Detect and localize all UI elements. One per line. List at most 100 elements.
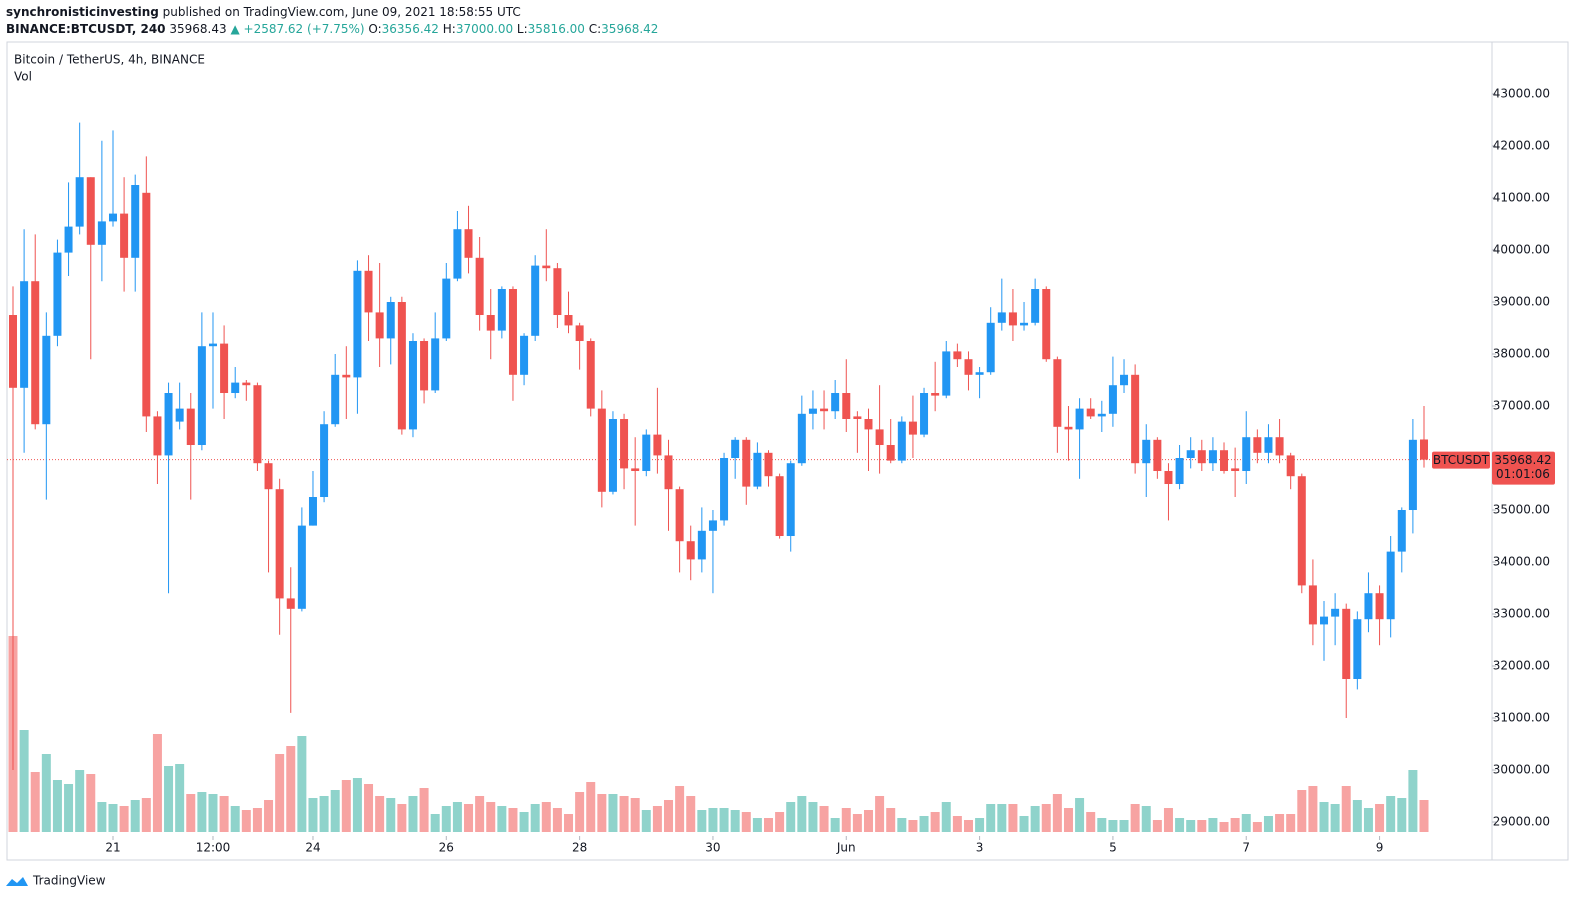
volume-bar: [930, 812, 940, 832]
candle-body: [231, 382, 240, 394]
y-tick-label: 32000.00: [1493, 659, 1550, 673]
candle-body: [1420, 439, 1429, 460]
volume-bar: [1397, 798, 1407, 832]
change: ▲ +2587.62 (+7.75%): [230, 22, 365, 36]
candle-body: [1042, 289, 1051, 360]
volume-bar: [241, 810, 251, 832]
candle-body: [408, 341, 417, 430]
countdown-label: 01:01:06: [1496, 467, 1550, 481]
candle-body: [1286, 455, 1295, 477]
candle-body: [820, 408, 829, 412]
candle-body: [1331, 608, 1340, 617]
ohlc-key: C:: [588, 22, 602, 36]
candle-body: [1253, 437, 1262, 453]
candle-body: [1186, 450, 1195, 459]
y-tick-label: 37000.00: [1493, 399, 1550, 413]
candle-body: [375, 312, 384, 339]
volume-bar: [352, 778, 362, 832]
candle-body: [664, 455, 673, 490]
volume-bar: [1308, 786, 1318, 832]
candle-body: [575, 325, 584, 342]
candle-body: [1320, 616, 1329, 625]
volume-bar: [852, 814, 862, 832]
volume-bar: [19, 730, 29, 832]
volume-bar: [675, 786, 685, 832]
candle-body: [831, 393, 840, 412]
candle-body: [64, 226, 73, 253]
volume-bar: [164, 766, 174, 832]
volume-bar: [730, 810, 740, 832]
volume-bar: [897, 818, 907, 832]
volume-bar: [1419, 800, 1429, 832]
candle-body: [1386, 551, 1395, 620]
volume-bar: [508, 808, 518, 832]
candle-body: [697, 530, 706, 560]
x-tick-label: 7: [1242, 841, 1250, 855]
volume-bar: [519, 812, 529, 832]
candle-body: [942, 351, 951, 396]
volume-bar: [786, 802, 796, 832]
volume-bar: [1086, 812, 1096, 832]
volume-bar: [1297, 790, 1307, 832]
ohlc-key: H:: [442, 22, 456, 36]
volume-bar: [963, 820, 973, 832]
volume-bar: [908, 820, 918, 832]
candle-body: [431, 338, 440, 391]
candle-body: [986, 322, 995, 373]
volume-bar: [752, 818, 762, 832]
candle-body: [808, 408, 817, 414]
volume-bar: [252, 808, 262, 832]
y-tick-label: 41000.00: [1493, 191, 1550, 205]
volume-bar: [941, 802, 951, 832]
volume-bar: [64, 784, 74, 832]
candle-body: [1108, 385, 1117, 414]
ohlc-key: L:: [516, 22, 528, 36]
x-tick-label: 9: [1376, 841, 1384, 855]
volume-bar: [1219, 822, 1229, 832]
symbol-tag-label: BTCUSDT: [1433, 453, 1490, 467]
candle-body: [508, 289, 517, 375]
volume-bar: [297, 736, 307, 832]
volume-bar: [119, 806, 129, 832]
candle-body: [708, 520, 717, 531]
candle-body: [197, 346, 206, 446]
volume-bar: [52, 780, 62, 832]
candle-body: [631, 468, 640, 472]
candle-body: [31, 281, 40, 425]
candle-body: [1308, 585, 1317, 625]
volume-bar: [308, 798, 318, 832]
author: synchronisticinvesting: [6, 5, 159, 19]
candle-body: [353, 270, 362, 378]
volume-bar: [808, 802, 818, 832]
candle-body: [308, 497, 317, 526]
volume-bar: [1075, 798, 1085, 832]
publish-line: synchronisticinvesting published on Trad…: [6, 5, 521, 19]
candle-body: [120, 213, 129, 258]
volume-bar: [986, 804, 996, 832]
volume-bar: [1263, 816, 1273, 832]
volume-bar: [1152, 820, 1162, 832]
ohlc-value: 37000.00: [455, 22, 514, 36]
volume-bar: [397, 804, 407, 832]
volume-bar: [641, 810, 651, 832]
volume-bar: [330, 790, 340, 832]
candle-body: [208, 343, 217, 347]
candle-body: [864, 419, 873, 430]
candle-body: [164, 393, 173, 456]
volume-bar: [1041, 804, 1051, 832]
candle-body: [686, 541, 695, 560]
candle-body: [1197, 450, 1206, 464]
candle-body: [1153, 439, 1162, 472]
volume-bar: [152, 734, 162, 832]
candle-body: [531, 265, 540, 336]
volume-bar: [1363, 808, 1373, 832]
volume-bar: [1063, 808, 1073, 832]
volume-bar: [108, 804, 118, 832]
x-tick-label: 24: [305, 841, 320, 855]
candle-body: [320, 424, 329, 498]
candle-body: [542, 265, 551, 269]
candle-body: [397, 302, 406, 430]
candle-body: [1208, 450, 1217, 464]
